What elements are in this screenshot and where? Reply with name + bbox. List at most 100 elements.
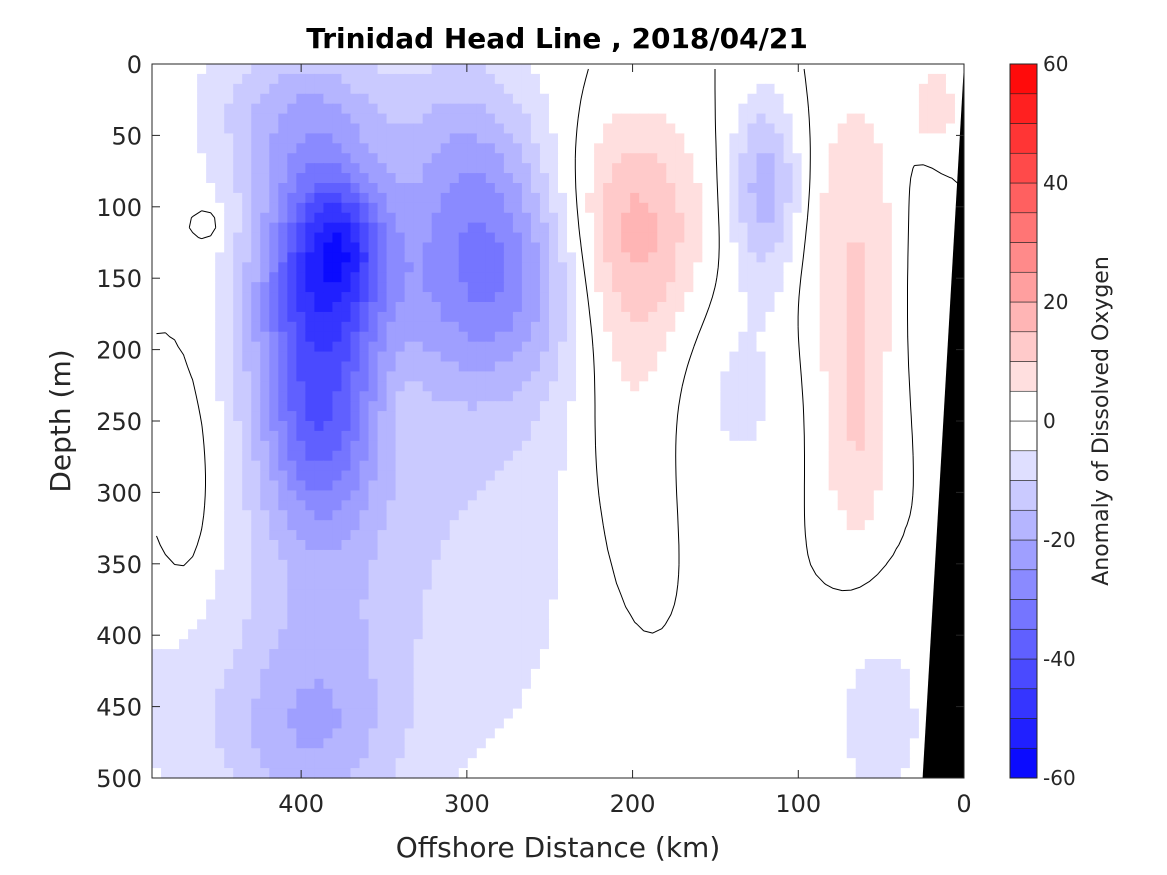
heatmap-cell [503, 381, 514, 392]
heatmap-cell [278, 212, 288, 224]
heatmap-cell [729, 262, 740, 273]
heatmap-cell [729, 103, 740, 115]
heatmap-cell [684, 520, 694, 531]
heatmap-cell [206, 540, 216, 551]
heatmap-cell [666, 361, 676, 373]
heatmap-cell [630, 450, 640, 462]
heatmap-cell [188, 212, 198, 224]
heatmap-cell [242, 520, 252, 531]
heatmap-cell [900, 589, 911, 601]
heatmap-cell [440, 302, 451, 313]
heatmap-cell [594, 222, 604, 234]
heatmap-cell [909, 212, 920, 224]
heatmap-cell [810, 490, 821, 501]
heatmap-cell [323, 341, 334, 353]
heatmap-cell [368, 549, 379, 561]
heatmap-cell [440, 202, 451, 214]
heatmap-cell [594, 381, 604, 392]
heatmap-cell [900, 83, 911, 95]
heatmap-cell [503, 262, 514, 273]
heatmap-cell [494, 520, 505, 531]
heatmap-cell [927, 242, 938, 254]
heatmap-cell [774, 569, 785, 581]
heatmap-cell [458, 212, 469, 224]
heatmap-cell [404, 173, 415, 184]
heatmap-cell [467, 540, 478, 551]
heatmap-cell [882, 64, 893, 75]
heatmap-cell [810, 391, 821, 402]
heatmap-cell [900, 183, 911, 194]
heatmap-cell [296, 292, 306, 303]
heatmap-cell [494, 381, 505, 392]
heatmap-cell [792, 520, 803, 531]
heatmap-cell [431, 351, 442, 363]
heatmap-cell [485, 450, 496, 462]
heatmap-cell [485, 569, 496, 581]
heatmap-cell [377, 440, 388, 452]
heatmap-cell [413, 450, 424, 462]
heatmap-cell [161, 272, 171, 283]
heatmap-cell [747, 331, 758, 343]
heatmap-cell [386, 361, 397, 373]
heatmap-cell [819, 93, 830, 105]
heatmap-cell [864, 282, 875, 293]
heatmap-cell [819, 282, 830, 293]
heatmap-cell [558, 411, 568, 422]
heatmap-cell [386, 589, 397, 601]
heatmap-cell [801, 331, 812, 343]
heatmap-cell [413, 371, 424, 382]
heatmap-cell [873, 163, 884, 174]
heatmap-cell [909, 282, 920, 293]
heatmap-cell [675, 559, 685, 571]
heatmap-cell [900, 411, 911, 422]
heatmap-cell [188, 242, 198, 254]
heatmap-cell [711, 381, 721, 392]
heatmap-cell [873, 143, 884, 154]
heatmap-cell [855, 351, 866, 363]
heatmap-cell [449, 242, 460, 254]
heatmap-cell [810, 549, 821, 561]
heatmap-cell [711, 272, 721, 283]
heatmap-cell [368, 302, 379, 313]
heatmap-cell [567, 133, 577, 144]
heatmap-cell [657, 540, 667, 551]
heatmap-cell [467, 292, 478, 303]
heatmap-cell [702, 520, 712, 531]
heatmap-cell [846, 549, 857, 561]
heatmap-cell [287, 371, 297, 382]
heatmap-cell [512, 510, 523, 521]
heatmap-cell [684, 282, 694, 293]
heatmap-cell [458, 153, 469, 164]
heatmap-cell [197, 549, 207, 561]
heatmap-cell [945, 192, 956, 204]
heatmap-cell [224, 242, 234, 254]
heatmap-cell [422, 103, 433, 115]
heatmap-cell [558, 351, 568, 363]
heatmap-cell [873, 173, 884, 184]
heatmap-cell [170, 341, 180, 353]
heatmap-cell [639, 569, 649, 581]
heatmap-cell [765, 73, 776, 85]
heatmap-cell [621, 440, 631, 452]
heatmap-cell [657, 64, 667, 75]
heatmap-cell [675, 470, 685, 482]
heatmap-cell [449, 331, 460, 343]
heatmap-cell [539, 123, 550, 135]
heatmap-cell [260, 64, 270, 75]
heatmap-cell [810, 272, 821, 283]
heatmap-cell [485, 530, 496, 541]
heatmap-cell [927, 540, 938, 551]
heatmap-cell [828, 569, 839, 581]
heatmap-cell [539, 579, 550, 591]
heatmap-cell [918, 549, 929, 561]
heatmap-cell [467, 589, 478, 601]
heatmap-cell [458, 133, 469, 144]
heatmap-cell [269, 361, 279, 373]
heatmap-cell [711, 351, 721, 363]
heatmap-cell [864, 262, 875, 273]
heatmap-cell [530, 192, 541, 204]
heatmap-cell [837, 480, 848, 492]
heatmap-cell [260, 311, 270, 323]
heatmap-cell [503, 589, 514, 601]
heatmap-cell [567, 351, 577, 363]
